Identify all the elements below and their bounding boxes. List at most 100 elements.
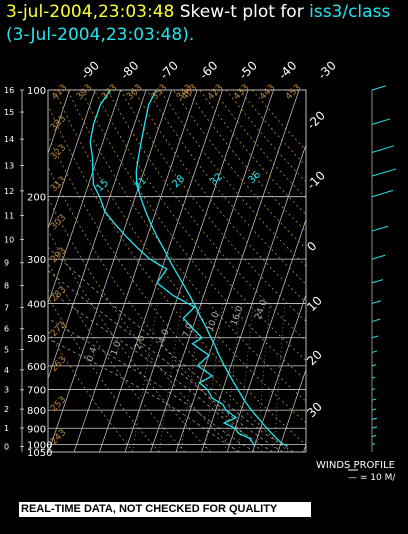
mixing-ratio-label: 10.0: [205, 311, 221, 334]
isotherm-line: [303, 443, 306, 452]
isotherm-line: [48, 90, 172, 452]
height-tick-label: 5: [4, 346, 9, 355]
theta-label: 363: [125, 83, 144, 102]
wind-vector: [371, 350, 378, 353]
dry-adiabat: [48, 104, 306, 446]
mixing-ratio-label: 1.0: [109, 340, 123, 357]
theta-label: 453: [284, 83, 303, 102]
isotherm-line: [48, 90, 96, 230]
right-temperature-label: 30: [304, 399, 325, 420]
moist-adiabat: [48, 289, 274, 452]
top-temperature-label: -70: [157, 58, 181, 82]
height-tick-label: 14: [4, 135, 14, 144]
pressure-tick-label: 100: [27, 86, 46, 97]
height-tick-label: 10: [4, 235, 14, 244]
wind-vector: [371, 85, 387, 91]
dry-adiabat: [252, 90, 306, 151]
isotherm-line: [48, 90, 70, 155]
top-temperature-label: -80: [118, 58, 142, 82]
dry-adiabat: [120, 90, 306, 322]
wind-vector: [371, 408, 377, 411]
pressure-tick-label: 500: [27, 334, 46, 345]
mixing-ratio-line: [274, 303, 286, 452]
top-temperature-label: -40: [276, 58, 300, 82]
top-temperature-label: -30: [315, 58, 339, 82]
isotherm-line: [226, 218, 306, 452]
mixing-ratio-label: 24.0: [253, 299, 269, 322]
theta-e-label: 28: [170, 173, 187, 190]
wind-vector: [371, 225, 389, 232]
title-label: Skew-t plot for: [179, 2, 304, 22]
height-tick-label: 7: [4, 303, 9, 312]
mixing-ratio-line: [132, 303, 158, 452]
height-tick-label: 8: [4, 281, 9, 290]
height-tick-label: 9: [4, 259, 9, 268]
height-tick-label: 11: [4, 212, 14, 221]
theta-label: 293: [49, 246, 68, 265]
theta-label: 353: [150, 83, 169, 102]
wind-vector: [371, 118, 391, 125]
mixing-ratio-label: 7.0: [181, 322, 195, 339]
pressure-tick-label: 1000: [27, 440, 52, 451]
theta-label: 393: [75, 83, 94, 102]
theta-label: 423: [206, 83, 225, 102]
chart-title: 3-jul-2004,23:03:48 Skew-t plot for iss3…: [6, 2, 390, 22]
height-tick-label: 2: [4, 405, 9, 414]
isotherm-line: [175, 90, 300, 452]
dry-adiabat: [93, 90, 306, 361]
dry-adiabat: [48, 134, 289, 452]
theta-e-label: 32: [208, 171, 225, 188]
dry-adiabat: [238, 90, 306, 167]
pressure-tick-label: 200: [27, 193, 46, 204]
theta-label: 433: [232, 83, 251, 102]
pressure-tick-label: 800: [27, 406, 46, 417]
top-temperature-label: -90: [78, 58, 102, 82]
theta-e-label: 21: [132, 175, 149, 192]
mixing-ratio-line: [224, 303, 242, 452]
height-tick-label: 13: [4, 161, 14, 170]
pressure-tick-label: 900: [27, 424, 46, 435]
isotherm-line: [252, 293, 306, 452]
wind-vector: [371, 168, 397, 177]
height-tick-label: 6: [4, 325, 9, 334]
isotherm-line: [124, 90, 249, 452]
isotherm-line: [150, 90, 274, 452]
dry-adiabat: [48, 165, 263, 452]
mixing-ratio-line: [204, 303, 224, 452]
dry-adiabat: [199, 90, 306, 216]
wind-vector: [371, 388, 376, 391]
chart-subtitle: (3-Jul-2004,23:03:48).: [6, 25, 195, 45]
dry-adiabat: [146, 90, 306, 285]
top-temperature-label: -50: [236, 58, 260, 82]
dry-adiabat: [159, 90, 306, 267]
wind-vector: [371, 376, 376, 379]
height-tick-label: 3: [4, 386, 9, 395]
right-temperature-label: 0: [304, 239, 319, 254]
moist-adiabat: [48, 246, 294, 452]
dewpoint-profile-line: [89, 90, 256, 447]
isotherm-line: [201, 143, 306, 452]
wind-vector: [371, 145, 395, 153]
dry-adiabat: [225, 90, 306, 183]
moist-adiabat: [48, 270, 284, 452]
pressure-tick-label: 1050: [27, 448, 52, 459]
temperature-profile-line: [135, 90, 288, 447]
isotherm-line: [48, 90, 121, 305]
wind-vector: [371, 443, 376, 445]
moist-adiabat: [48, 338, 240, 452]
winds-profile-title: WINDS PROFILE: [316, 460, 395, 471]
quality-warning: REAL-TIME DATA, NOT CHECKED FOR QUALITY: [19, 502, 311, 517]
mixing-ratio-line: [257, 303, 271, 452]
mixing-ratio-label: 0.4: [85, 346, 99, 363]
wind-vector: [371, 364, 377, 367]
wind-vector: [371, 279, 384, 284]
isotherm-line: [277, 368, 306, 452]
height-tick-label: 12: [4, 187, 14, 196]
wind-vector: [371, 417, 378, 420]
theta-label: 323: [49, 143, 68, 162]
mixing-ratio-label: 4.0: [157, 328, 171, 345]
height-tick-label: 15: [4, 108, 14, 117]
plot-area: [48, 90, 306, 452]
dry-adiabat: [54, 90, 306, 424]
